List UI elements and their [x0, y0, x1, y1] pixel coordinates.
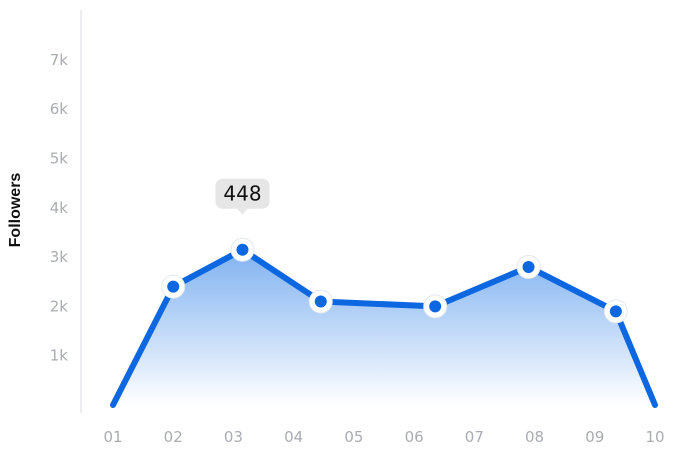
data-point-dot — [429, 300, 442, 313]
tooltip-box — [215, 178, 270, 209]
x-tick-label: 02 — [164, 428, 183, 446]
data-point[interactable] — [230, 237, 255, 262]
y-tick-label: 7k — [50, 51, 69, 69]
y-tick-label: 1k — [50, 347, 69, 365]
area-fill — [113, 249, 655, 405]
data-point[interactable] — [516, 254, 541, 279]
x-tick-label: 10 — [645, 428, 664, 446]
data-point[interactable] — [308, 289, 333, 314]
x-tick-label: 04 — [284, 428, 303, 446]
y-tick-label: 5k — [50, 150, 69, 168]
data-point[interactable] — [423, 294, 448, 319]
x-tick-label: 06 — [405, 428, 424, 446]
y-tick-label: 3k — [50, 248, 69, 266]
data-point-dot — [314, 295, 327, 308]
x-tick-label: 03 — [224, 428, 243, 446]
x-tick-label: 09 — [585, 428, 604, 446]
x-tick-label: 07 — [465, 428, 484, 446]
data-point[interactable] — [603, 299, 628, 324]
data-point[interactable] — [161, 274, 186, 299]
tooltip: 448 — [215, 178, 270, 215]
x-tick-label: 05 — [344, 428, 363, 446]
data-point-dot — [236, 243, 249, 256]
data-point-dot — [167, 280, 180, 293]
y-axis-label: Followers — [7, 173, 24, 248]
data-point-dot — [609, 305, 622, 318]
y-tick-label: 6k — [50, 100, 69, 118]
x-tick-label: 01 — [103, 428, 122, 446]
data-point-dot — [522, 260, 535, 273]
x-tick-label: 08 — [525, 428, 544, 446]
series-line — [110, 246, 658, 408]
tooltip-value: 448 — [223, 182, 261, 206]
tooltip-pointer — [237, 208, 248, 215]
y-tick-label: 4k — [50, 199, 69, 217]
y-tick-label: 2k — [50, 297, 69, 315]
